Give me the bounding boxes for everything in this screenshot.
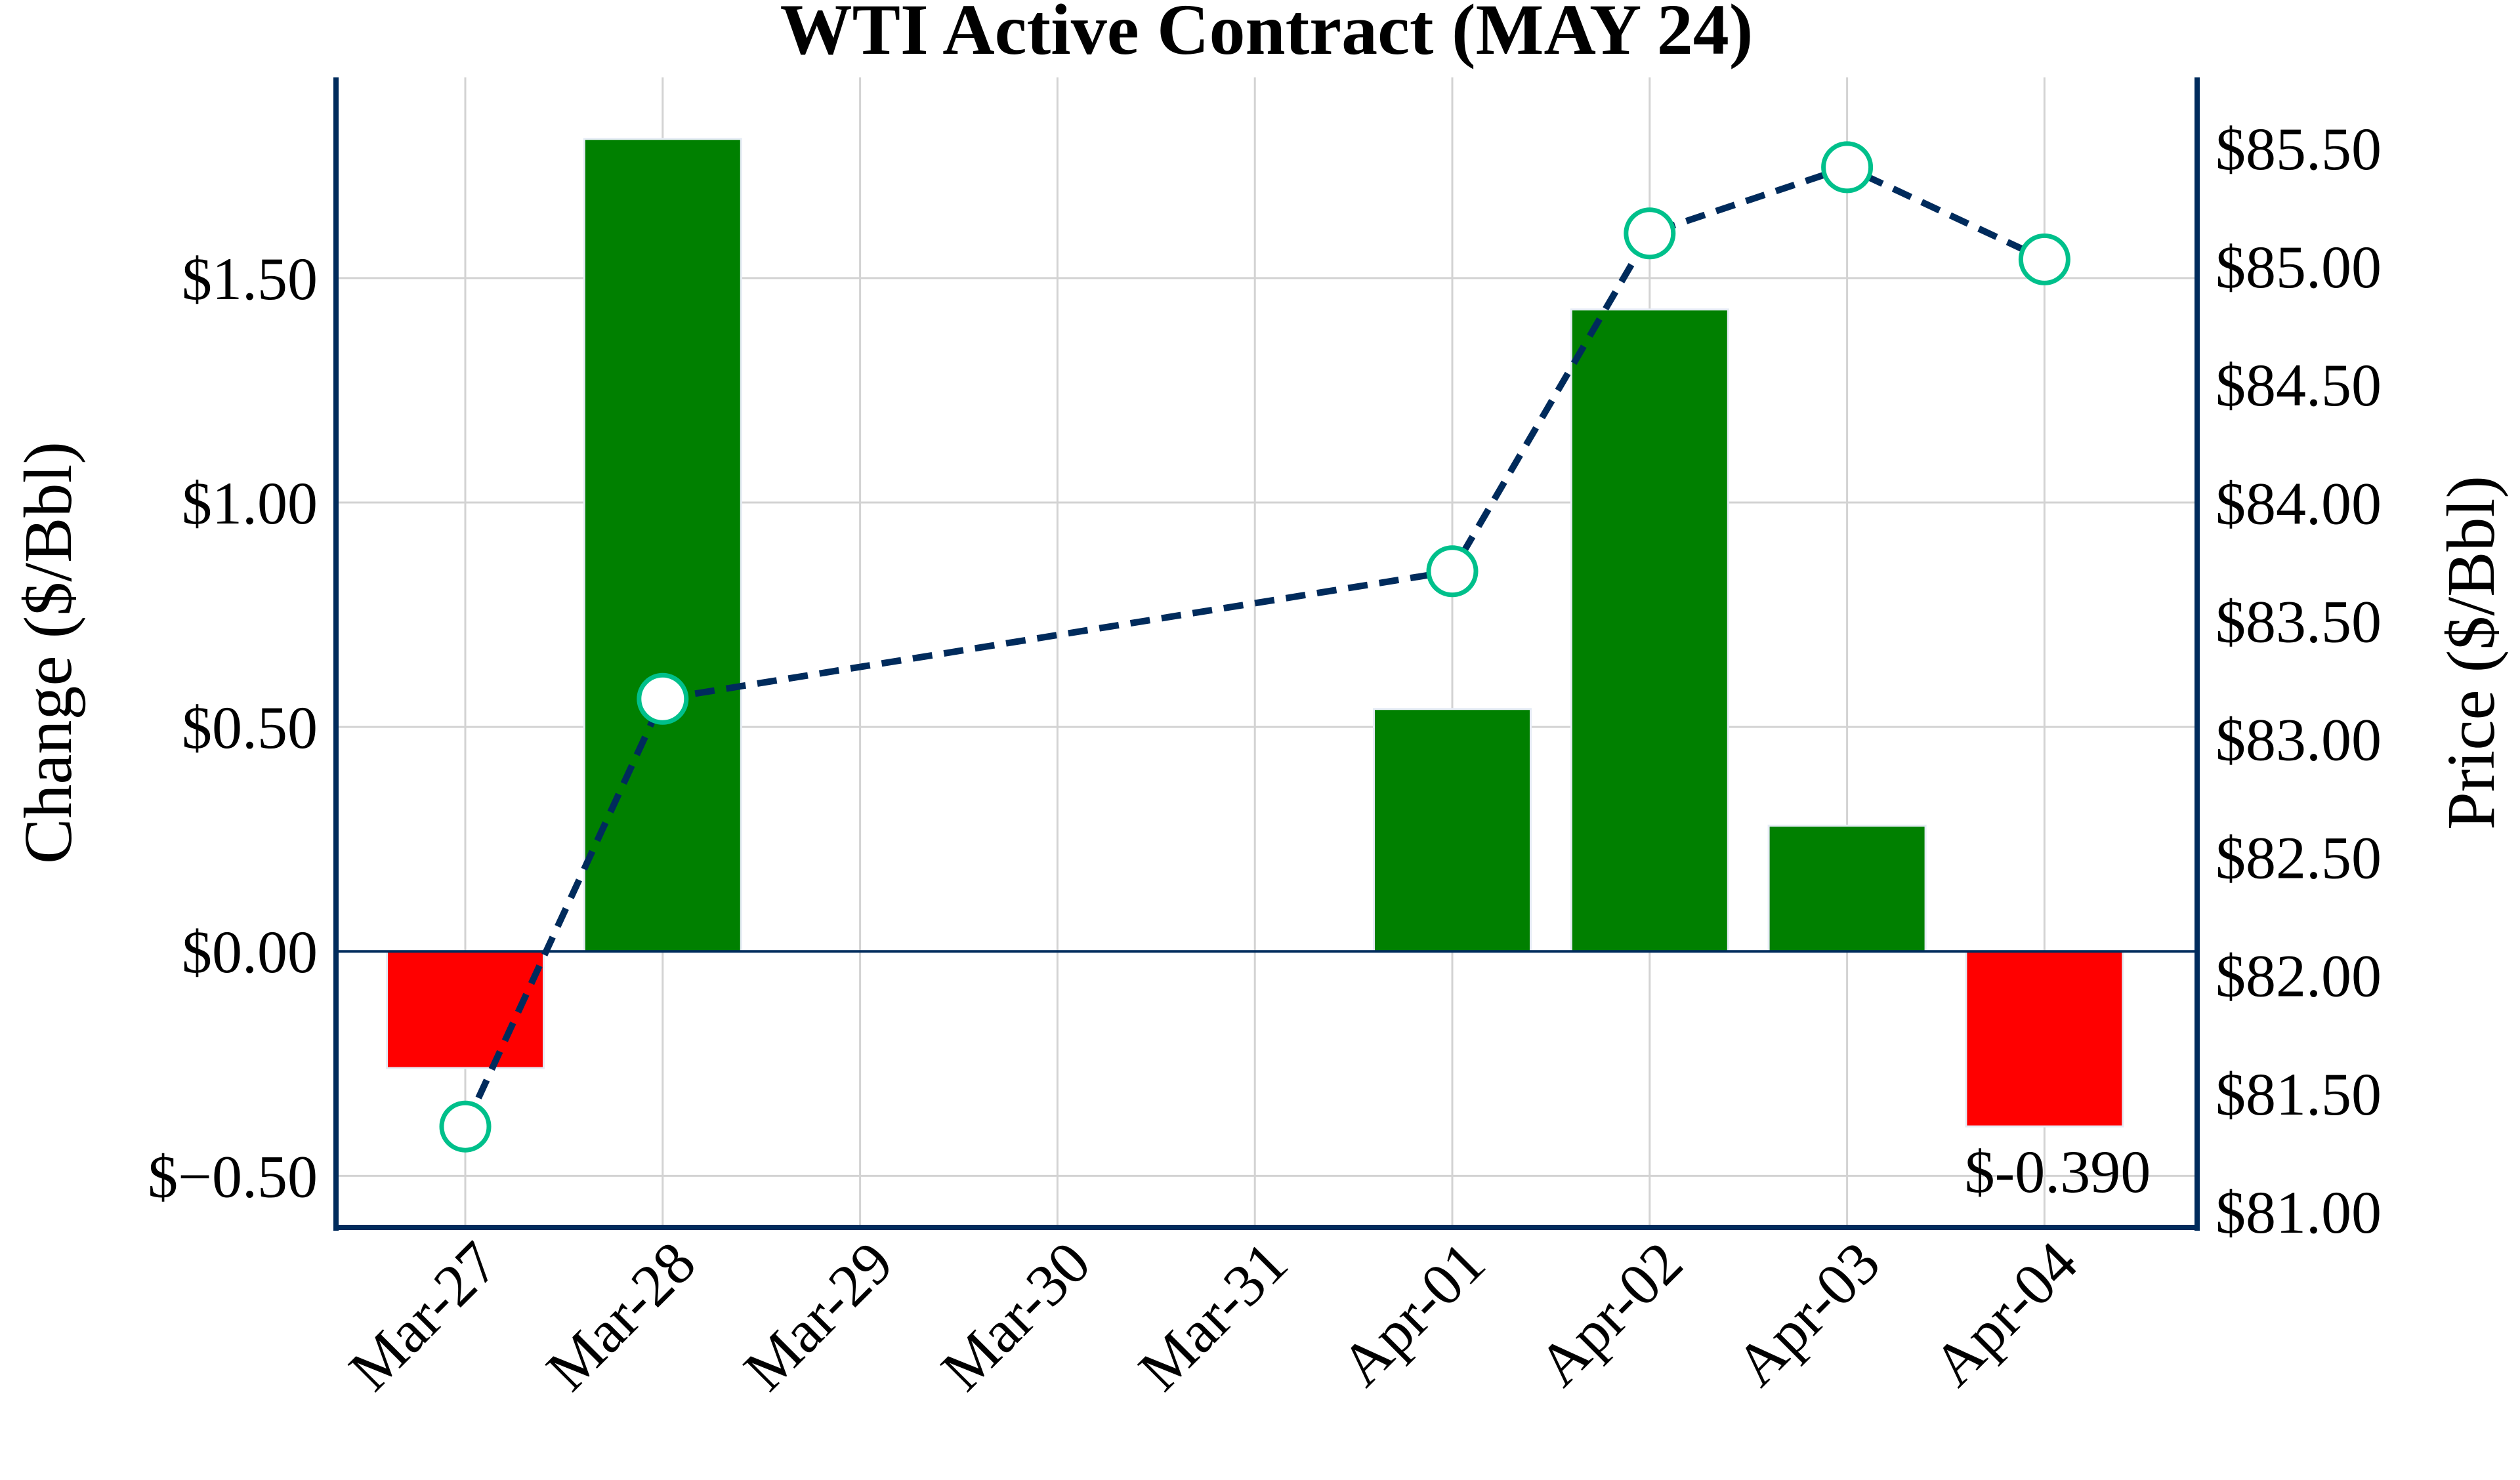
price-marker-mar-28 (637, 672, 689, 725)
right-tick-label: $81.00 (2216, 1179, 2382, 1246)
bar-apr-02 (1570, 308, 1729, 953)
bar-annotation: $-0.390 (1965, 1138, 2151, 1205)
bars (386, 138, 2124, 1128)
right-tick-label: $84.50 (2216, 352, 2382, 419)
axes (333, 77, 2200, 1231)
bar-apr-01 (1373, 708, 1532, 953)
bar-apr-04 (1965, 950, 2124, 1128)
x-tick-label: Mar-29 (731, 1229, 906, 1403)
price-marker-apr-02 (1624, 207, 1676, 260)
left-tick-label: $−0.50 (148, 1143, 318, 1210)
x-tick-label: Mar-28 (534, 1229, 708, 1403)
price-marker-apr-03 (1821, 141, 1874, 194)
left-tick-label: $1.50 (182, 245, 318, 312)
right-tick-label: $83.50 (2216, 588, 2382, 655)
right-tick-label: $82.50 (2216, 825, 2382, 892)
price-marker-apr-01 (1426, 545, 1479, 598)
chart-title: WTI Active Contract (MAY 24) (780, 0, 1754, 70)
x-tick-label: Apr-04 (1920, 1229, 2090, 1399)
x-tick-label: Apr-03 (1723, 1229, 1893, 1399)
right-tick-label: $83.00 (2216, 707, 2382, 773)
x-tick-label: Mar-31 (1125, 1229, 1300, 1403)
bar-apr-03 (1767, 825, 1927, 953)
bar-mar-28 (583, 138, 742, 953)
right-tick-label: $81.50 (2216, 1061, 2382, 1128)
left-tick-label: $0.50 (182, 694, 318, 761)
x-tick-label: Apr-01 (1328, 1229, 1498, 1399)
price-marker-mar-27 (439, 1100, 492, 1153)
x-tick-label: Mar-30 (929, 1229, 1103, 1403)
tick-labels: $−0.50 $0.00 $0.50 $1.00 $1.50 $81.00 $81.50 $8… (148, 115, 2382, 1403)
x-tick-label: Apr-02 (1525, 1229, 1695, 1399)
right-tick-label: $85.00 (2216, 234, 2382, 300)
x-tick-label: Mar-27 (336, 1229, 511, 1403)
price-line (439, 141, 2070, 1153)
left-tick-label: $0.00 (182, 918, 318, 985)
right-tick-label: $82.00 (2216, 943, 2382, 1010)
right-tick-label: $85.50 (2216, 115, 2382, 182)
left-tick-label: $1.00 (182, 470, 318, 537)
right-tick-label: $84.00 (2216, 470, 2382, 537)
price-line-path (462, 163, 2046, 1128)
price-marker-apr-04 (2018, 233, 2070, 285)
right-axis-label: Price ($/Bbl) (2433, 476, 2509, 830)
left-axis-label: Change ($/Bbl) (10, 442, 86, 864)
